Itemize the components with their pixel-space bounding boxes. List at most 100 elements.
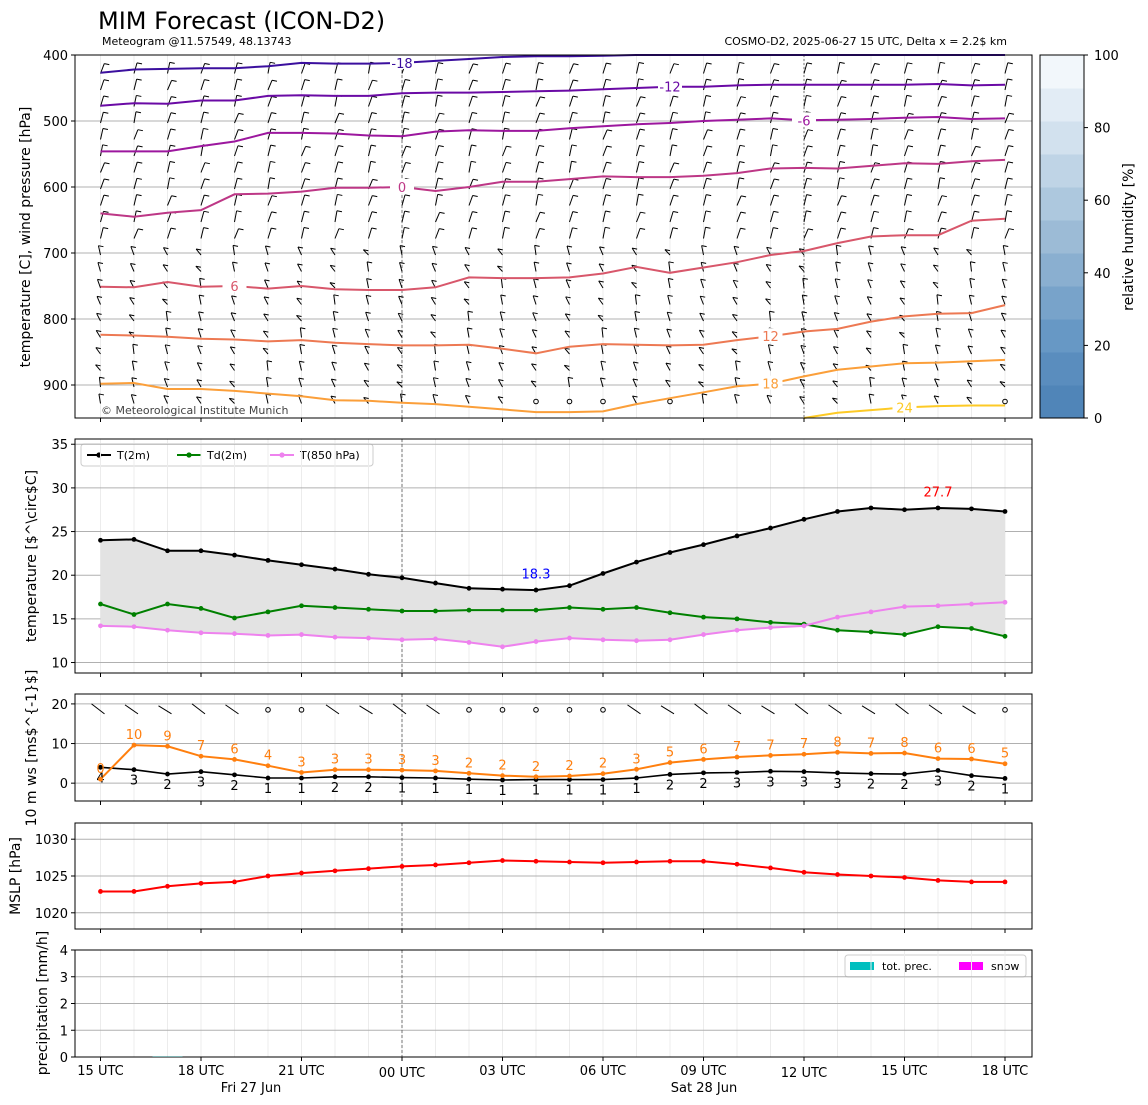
- wind-barb: [532, 312, 537, 322]
- wind-lower-point: [567, 777, 572, 782]
- wind-barb-flag: [331, 378, 337, 381]
- wind-barb-flag: [236, 94, 242, 97]
- wind-barb-flag: [171, 79, 177, 82]
- wind-barb: [401, 211, 406, 223]
- wind-barb-flag: [673, 210, 679, 213]
- wind-barb: [229, 380, 235, 388]
- wind-barb-flag: [170, 128, 176, 131]
- wind-barb-flag: [230, 329, 236, 332]
- wind-barb: [736, 228, 741, 239]
- wind-barb: [971, 146, 977, 157]
- td2m-point: [734, 616, 740, 622]
- calm-circle: [1002, 398, 1008, 405]
- mslp-point: [835, 872, 840, 877]
- wind-barb-flag: [498, 362, 504, 365]
- wind-barb: [802, 278, 805, 289]
- wind-barb-flag: [807, 145, 813, 148]
- wind-barb: [1004, 129, 1010, 140]
- wind-speed-label: 3: [632, 752, 640, 767]
- wind-barb: [432, 246, 436, 256]
- wind-barb: [703, 79, 707, 91]
- wind-barb: [636, 212, 641, 223]
- wind-barb-flag: [872, 144, 879, 147]
- mslp-point: [433, 862, 438, 868]
- wind-barb-flag: [204, 178, 210, 181]
- wind-barb: [162, 264, 168, 272]
- wind-barb-flag: [399, 261, 405, 264]
- wind-barb: [1004, 228, 1010, 239]
- wind-barb: [733, 263, 738, 272]
- wind-speed-point: [366, 767, 371, 773]
- dewpoint-spread-fill: [100, 508, 1005, 647]
- wind-barb-flag: [499, 328, 505, 331]
- wind-barb: [904, 210, 908, 223]
- wind-barb: [502, 162, 507, 173]
- wind-barb-flag: [405, 78, 411, 81]
- wind-barb-flag: [571, 160, 577, 163]
- wind-barb-flag: [639, 227, 646, 230]
- wind-barb: [435, 145, 440, 157]
- wind-barb: [766, 247, 771, 256]
- wind-barb: [767, 344, 771, 355]
- wind-barb: [299, 344, 302, 355]
- wind-barb: [330, 378, 336, 388]
- wind-barb: [200, 178, 206, 190]
- mslp-point: [969, 879, 974, 885]
- wind-barb: [500, 294, 503, 305]
- wind-barb-flag: [370, 160, 376, 163]
- wind-barb-flag: [908, 129, 914, 132]
- wind-barb: [602, 79, 607, 91]
- wind-barb-flag: [397, 364, 403, 367]
- wind-lower-label: 3: [130, 774, 138, 789]
- wind-barb: [803, 228, 809, 239]
- wind-speed-label: 5: [1001, 747, 1009, 762]
- wind-barb: [832, 397, 838, 404]
- y-tick-label: 10: [51, 738, 68, 753]
- wind-barb: [727, 704, 742, 715]
- wind-barb: [967, 345, 972, 355]
- wind-lower-point: [801, 769, 807, 775]
- wind-barb: [331, 345, 336, 355]
- legend-t850: T(850 hPa): [299, 449, 360, 462]
- wind-barb: [398, 279, 403, 289]
- wind-barb: [535, 112, 541, 124]
- wind-barb: [365, 295, 369, 305]
- wind-barb-flag: [472, 178, 479, 181]
- wind-barb-flag: [237, 177, 243, 180]
- wind-barb: [937, 80, 943, 91]
- wind-barb: [368, 128, 372, 140]
- wind-barb-flag: [236, 210, 242, 213]
- wind-speed-point: [399, 767, 405, 773]
- wind-barb-flag: [667, 294, 673, 297]
- wind-barb-flag: [396, 381, 402, 384]
- wind-barb-flag: [673, 178, 679, 181]
- wind-barb: [468, 63, 474, 74]
- wind-barb: [1004, 78, 1008, 91]
- wind-barb: [498, 379, 503, 388]
- wind-speed-label: 2: [465, 756, 473, 771]
- wind-lower-point: [935, 768, 941, 773]
- wind-barb-flag: [800, 345, 806, 348]
- wind-barb-flag: [639, 128, 645, 131]
- wind-barb-flag: [136, 94, 142, 97]
- wind-barb: [602, 62, 607, 74]
- precipitation-panel: precipitation [mm/h] tot. prec. snow 0 1 2…: [35, 931, 1033, 1075]
- wind-barb: [333, 294, 336, 305]
- wind-barb-flag: [403, 127, 410, 130]
- wind-barb-flag: [707, 145, 713, 148]
- wind-lower-label: 1: [398, 782, 406, 797]
- wind-barb-flag: [104, 178, 110, 181]
- wind-barb-flag: [899, 297, 906, 300]
- td2m-point: [466, 607, 472, 613]
- wind-barb-flag: [439, 211, 445, 214]
- td2m-point: [299, 603, 304, 609]
- wind-barb: [301, 128, 305, 140]
- wind-barb: [904, 228, 909, 239]
- wind-barb-flag: [1007, 177, 1013, 180]
- wind-barb-flag: [505, 161, 512, 164]
- wind-barb: [298, 377, 302, 388]
- wind-barb: [97, 279, 101, 289]
- colorbar-segment: [1040, 319, 1084, 353]
- wind-barb: [701, 245, 704, 256]
- wind-barb: [200, 79, 205, 91]
